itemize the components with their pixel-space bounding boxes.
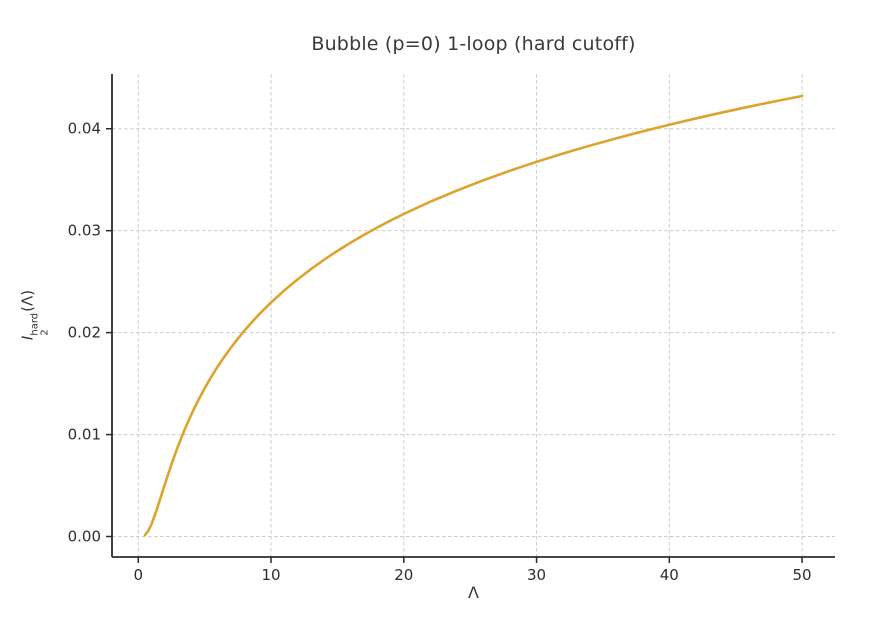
y-label-argument: (Λ)	[18, 289, 37, 312]
y-tick-label: 0.00	[68, 528, 101, 546]
curve-line	[143, 94, 804, 537]
tick-labels: 0 10 20 30 40 50 0.00 0.01 0.02 0.03 0.04	[68, 120, 812, 584]
tick-marks	[106, 127, 803, 563]
gridlines	[112, 74, 835, 557]
x-tick-label: 0	[134, 566, 144, 584]
x-tick-label: 20	[394, 566, 413, 584]
y-tick-label: 0.03	[68, 222, 101, 240]
y-label-subscript: 2	[38, 329, 50, 336]
x-tick-label: 10	[261, 566, 280, 584]
y-tick-label: 0.01	[68, 426, 101, 444]
spines	[111, 74, 835, 558]
y-label-scripts: hard 2	[28, 312, 50, 336]
x-axis-label: Λ	[468, 583, 479, 602]
y-label-superscript: hard	[28, 312, 40, 336]
x-tick-label: 40	[660, 566, 679, 584]
y-label-symbol: I	[18, 335, 37, 341]
x-tick-label: 30	[527, 566, 546, 584]
chart-title: Bubble (p=0) 1-loop (hard cutoff)	[311, 33, 636, 55]
y-tick-label: 0.02	[68, 324, 101, 342]
y-tick-label: 0.04	[68, 120, 101, 138]
x-tick-label: 50	[793, 566, 812, 584]
